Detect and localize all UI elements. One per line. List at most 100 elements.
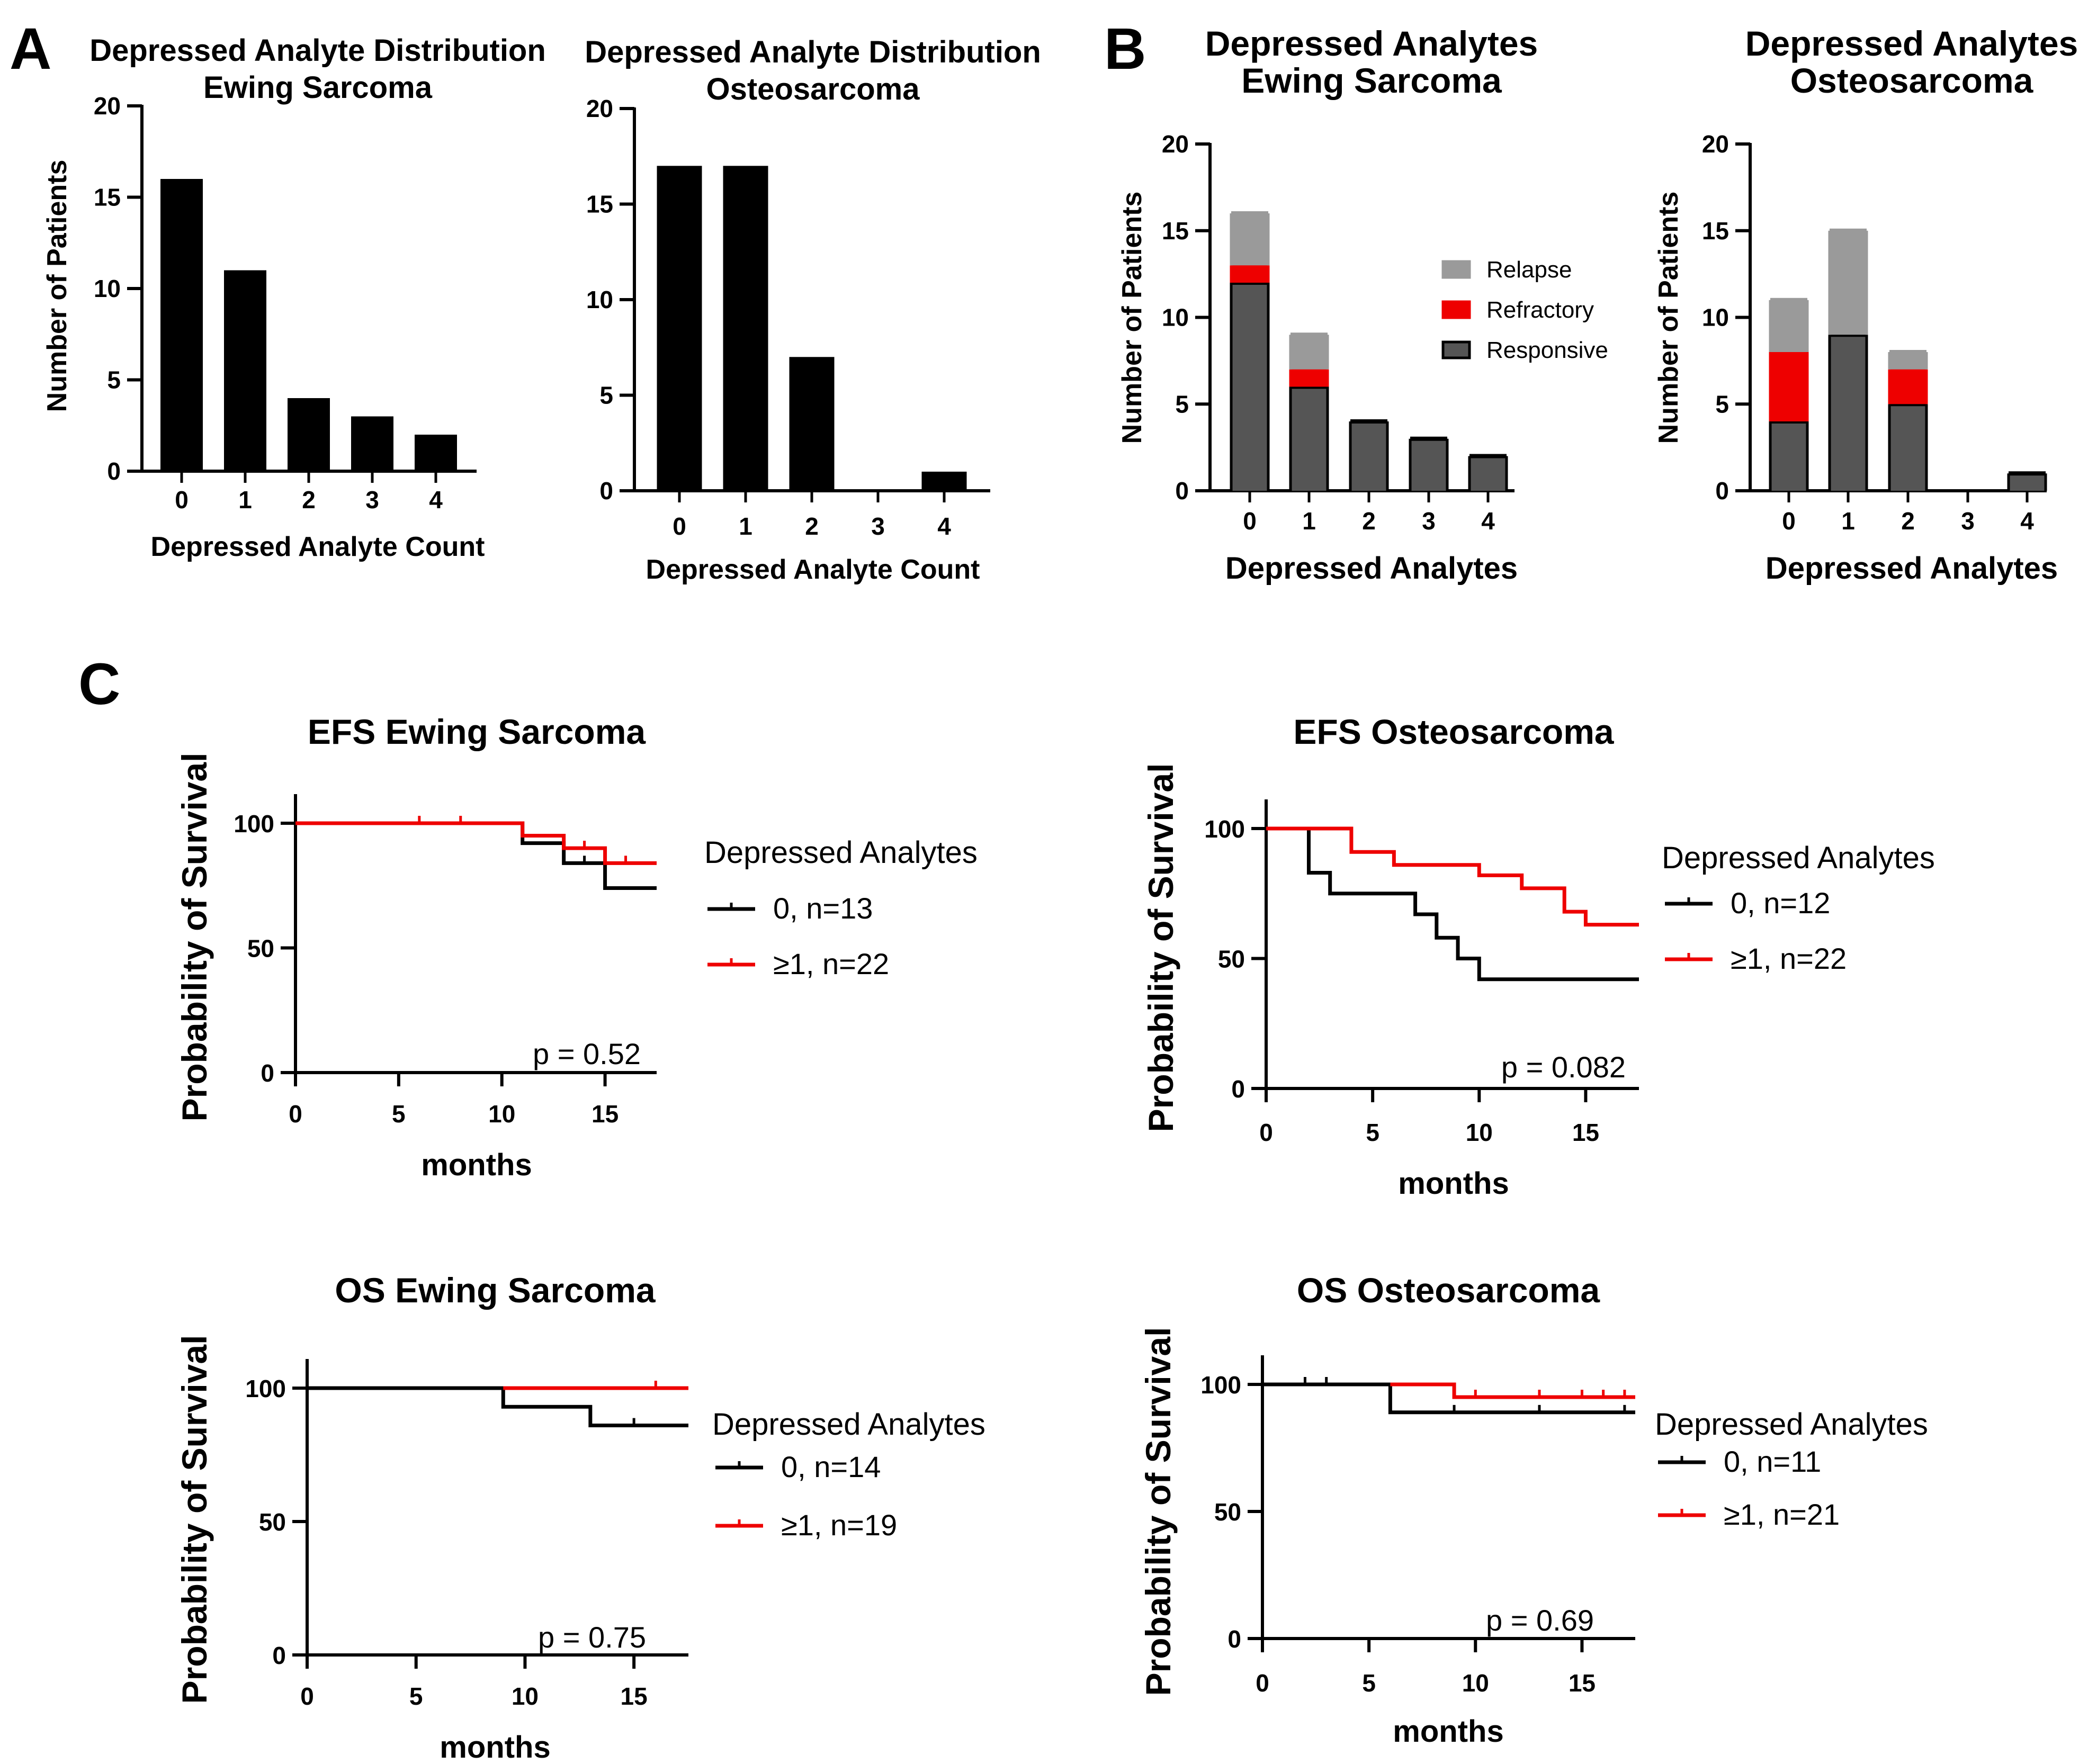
legend-label: ≥1, n=19 [781,1508,897,1542]
km-curve-group-1plus [295,821,657,865]
panel-letter-a: A [10,16,51,82]
x-tick-label: 0 [175,486,189,514]
y-tick-label: 15 [94,184,121,211]
y-tick-label: 50 [1214,1498,1241,1526]
x-tick-label: 1 [1302,507,1316,535]
bar-segment-responsive [1830,335,1867,491]
y-tick-label: 10 [1702,304,1729,331]
y-tick-label: 50 [259,1508,286,1536]
legend-label: 0, n=13 [773,892,873,925]
bar-segment-relapse [1231,213,1268,266]
chart-title-line-1: Depressed Analyte Distribution [585,35,1041,69]
y-tick-label: 5 [1715,390,1729,418]
legend-label-relapse: Relapse [1486,257,1572,283]
chart-title-line-2: Ewing Sarcoma [203,70,433,105]
legend-title: Depressed Analytes [712,1407,985,1442]
x-tick-label: 4 [1481,507,1495,535]
y-tick-label: 0 [1227,1625,1241,1653]
chart-title-line-1: Depressed Analytes [1745,24,2078,63]
y-tick-label: 50 [247,935,274,962]
bar [415,435,457,471]
x-tick-label: 10 [488,1100,515,1128]
y-tick-label: 0 [1231,1075,1245,1103]
bar-segment-responsive [2009,473,2046,491]
x-tick-label: 15 [592,1100,619,1128]
y-tick-label: 100 [234,810,274,838]
x-tick-label: 10 [1462,1669,1489,1697]
y-tick-label: 0 [261,1059,274,1087]
panel-letter-b: B [1104,16,1146,82]
x-tick-label: 4 [2020,507,2034,535]
x-tick-label: 15 [1572,1119,1599,1146]
legend-swatch-responsive [1441,340,1471,359]
y-axis-label: Number of Patients [1653,192,1684,444]
bar-segment-refractory [1889,369,1926,404]
chart-title-line-2: Osteosarcoma [706,72,920,106]
bar-segment-relapse [1830,230,1867,335]
y-axis-label: Probability of Survival [175,1335,214,1704]
bar [657,166,702,491]
legend-label: 0, n=11 [1724,1445,1821,1478]
bar-segment-refractory [1770,352,1807,421]
x-tick-label: 3 [1961,507,1975,535]
bar [921,471,967,491]
legend-label-responsive: Responsive [1486,337,1608,363]
y-axis-label: Probability of Survival [175,753,214,1122]
y-tick-label: 20 [1162,130,1189,158]
y-tick-label: 15 [586,191,613,218]
y-axis-label: Probability of Survival [1141,763,1180,1132]
y-tick-label: 10 [586,286,613,313]
km-curve-group-0 [295,821,657,890]
km-curve-group-1plus [1390,1382,1635,1399]
x-tick-label: 3 [365,486,379,514]
chart-title-line-1: Depressed Analytes [1205,24,1538,63]
p-value: p = 0.52 [533,1037,641,1070]
legend-label: ≥1, n=22 [773,947,889,980]
y-tick-label: 20 [1702,130,1729,158]
chart-os-ewing: OS Ewing Sarcoma 0 50 100 0 5 10 15 months Probab… [175,1271,985,1764]
x-tick-label: 0 [300,1682,314,1710]
x-tick-label: 10 [512,1682,539,1710]
chart-a-osteo: Depressed Analyte DistributionOsteosarco… [585,35,1041,585]
x-axis-label: months [1398,1166,1509,1201]
legend-swatch-relapse [1441,260,1471,279]
y-tick-label: 100 [245,1375,286,1402]
y-tick-label: 15 [1702,217,1729,245]
chart-efs-osteo: EFS Osteosarcoma 0 50 100 0 5 10 15 months Probab… [1141,712,1935,1201]
x-tick-label: 5 [1366,1119,1379,1146]
x-axis-label: months [440,1730,550,1764]
bar-segment-responsive [1889,404,1926,491]
x-tick-label: 4 [937,512,951,540]
legend-label-refractory: Refractory [1486,297,1594,323]
y-tick-label: 15 [1162,217,1189,245]
y-tick-label: 5 [1175,390,1189,418]
y-tick-label: 0 [272,1642,286,1669]
x-axis-label: Depressed Analyte Count [151,532,485,562]
x-tick-label: 5 [409,1682,423,1710]
bar-segment-responsive [1350,421,1387,491]
y-tick-label: 0 [107,457,121,485]
x-tick-label: 3 [871,512,885,540]
y-axis-label: Number of Patients [42,160,73,412]
km-curve-group-0 [1266,826,1639,982]
x-tick-label: 10 [1466,1119,1493,1146]
x-axis-label: Depressed Analytes [1225,551,1518,586]
y-tick-label: 100 [1204,815,1245,843]
legend-label: ≥1, n=21 [1724,1498,1840,1531]
x-tick-label: 15 [621,1682,648,1710]
km-curve-group-0 [307,1386,688,1428]
chart-title-line-1: Depressed Analyte Distribution [89,33,546,68]
y-tick-label: 10 [94,275,121,302]
bar [160,179,203,471]
y-tick-label: 0 [1175,477,1189,505]
y-tick-label: 20 [94,92,121,120]
y-tick-label: 5 [599,382,613,409]
x-tick-label: 2 [1362,507,1376,535]
bar-segment-responsive [1469,456,1507,491]
bar-segment-responsive [1231,283,1268,491]
x-tick-label: 4 [429,486,443,514]
